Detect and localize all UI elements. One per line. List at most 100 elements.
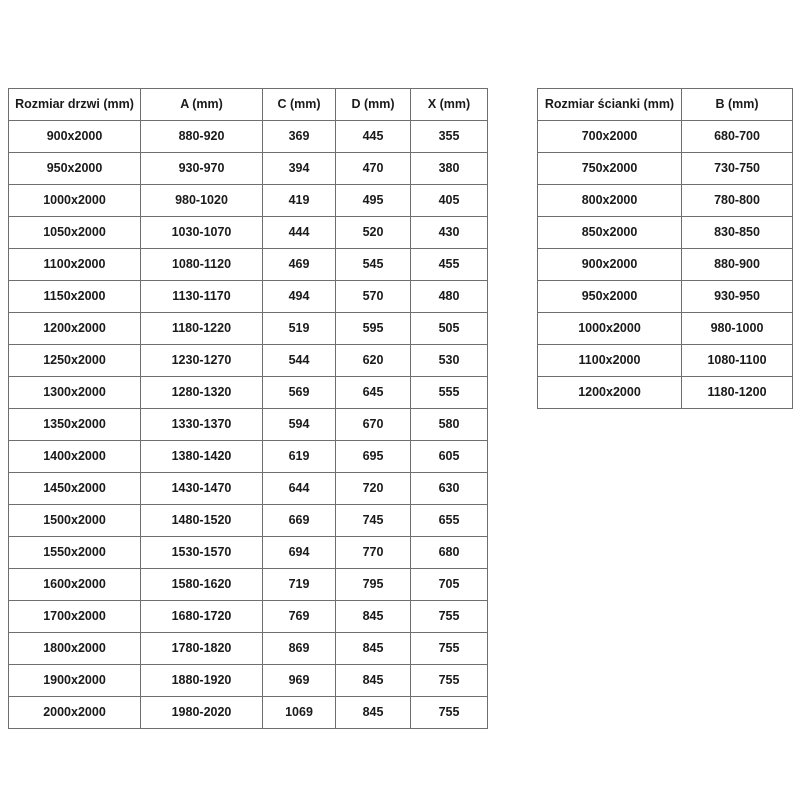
wall-size-cell: 800x2000 (537, 184, 682, 217)
door-value-cell: 355 (410, 120, 488, 153)
door-value-cell: 1180-1220 (140, 312, 263, 345)
door-value-cell: 745 (335, 504, 411, 537)
door-value-cell: 1980-2020 (140, 696, 263, 729)
door-value-cell: 1330-1370 (140, 408, 263, 441)
table-row: 1200x2000 1180-1220 519 595 505 (8, 312, 488, 345)
table-row: 1400x2000 1380-1420 619 695 605 (8, 440, 488, 473)
door-value-cell: 1580-1620 (140, 568, 263, 601)
door-value-cell: 845 (335, 632, 411, 665)
door-value-cell: 869 (262, 632, 336, 665)
door-value-cell: 669 (262, 504, 336, 537)
door-value-cell: 619 (262, 440, 336, 473)
wall-value-cell: 780-800 (681, 184, 793, 217)
door-size-cell: 1200x2000 (8, 312, 141, 345)
wall-column-header-1: B (mm) (681, 88, 793, 121)
door-value-cell: 1430-1470 (140, 472, 263, 505)
door-column-header-0: Rozmiar drzwi (mm) (8, 88, 141, 121)
door-size-cell: 1900x2000 (8, 664, 141, 697)
wall-value-cell: 830-850 (681, 216, 793, 249)
wall-size-cell: 900x2000 (537, 248, 682, 281)
door-value-cell: 845 (335, 664, 411, 697)
door-value-cell: 755 (410, 600, 488, 633)
door-value-cell: 755 (410, 632, 488, 665)
door-value-cell: 444 (262, 216, 336, 249)
wall-size-cell: 750x2000 (537, 152, 682, 185)
door-value-cell: 519 (262, 312, 336, 345)
door-value-cell: 795 (335, 568, 411, 601)
table-row: 1200x2000 1180-1200 (537, 376, 793, 409)
door-value-cell: 419 (262, 184, 336, 217)
door-value-cell: 655 (410, 504, 488, 537)
table-row: 1550x2000 1530-1570 694 770 680 (8, 536, 488, 569)
door-column-header-2: C (mm) (262, 88, 336, 121)
door-value-cell: 430 (410, 216, 488, 249)
wall-size-table: Rozmiar ścianki (mm) B (mm) 700x2000 680-7… (537, 88, 793, 409)
door-value-cell: 545 (335, 248, 411, 281)
table-row: 1350x2000 1330-1370 594 670 580 (8, 408, 488, 441)
table-row: 750x2000 730-750 (537, 152, 793, 185)
wall-value-cell: 730-750 (681, 152, 793, 185)
door-value-cell: 1380-1420 (140, 440, 263, 473)
table-row: 950x2000 930-950 (537, 280, 793, 313)
door-size-cell: 1000x2000 (8, 184, 141, 217)
wall-size-cell: 950x2000 (537, 280, 682, 313)
door-value-cell: 769 (262, 600, 336, 633)
door-value-cell: 719 (262, 568, 336, 601)
door-value-cell: 644 (262, 472, 336, 505)
door-size-cell: 2000x2000 (8, 696, 141, 729)
door-size-cell: 1100x2000 (8, 248, 141, 281)
door-size-cell: 950x2000 (8, 152, 141, 185)
table-row: 1300x2000 1280-1320 569 645 555 (8, 376, 488, 409)
door-value-cell: 1130-1170 (140, 280, 263, 313)
door-value-cell: 469 (262, 248, 336, 281)
door-value-cell: 494 (262, 280, 336, 313)
wall-column-header-0: Rozmiar ścianki (mm) (537, 88, 682, 121)
wall-size-cell: 1200x2000 (537, 376, 682, 409)
door-size-cell: 1450x2000 (8, 472, 141, 505)
table-row: 1100x2000 1080-1120 469 545 455 (8, 248, 488, 281)
door-value-cell: 980-1020 (140, 184, 263, 217)
door-value-cell: 1230-1270 (140, 344, 263, 377)
door-value-cell: 845 (335, 696, 411, 729)
door-value-cell: 569 (262, 376, 336, 409)
door-value-cell: 594 (262, 408, 336, 441)
door-value-cell: 670 (335, 408, 411, 441)
door-value-cell: 544 (262, 344, 336, 377)
table-row: 1050x2000 1030-1070 444 520 430 (8, 216, 488, 249)
door-size-cell: 1550x2000 (8, 536, 141, 569)
door-value-cell: 645 (335, 376, 411, 409)
door-size-cell: 1350x2000 (8, 408, 141, 441)
table-row: 1900x2000 1880-1920 969 845 755 (8, 664, 488, 697)
door-value-cell: 680 (410, 536, 488, 569)
door-value-cell: 755 (410, 664, 488, 697)
door-value-cell: 694 (262, 536, 336, 569)
door-value-cell: 530 (410, 344, 488, 377)
door-value-cell: 455 (410, 248, 488, 281)
door-value-cell: 1030-1070 (140, 216, 263, 249)
door-size-cell: 1400x2000 (8, 440, 141, 473)
door-value-cell: 505 (410, 312, 488, 345)
wall-value-cell: 930-950 (681, 280, 793, 313)
table-header-row: Rozmiar ścianki (mm) B (mm) (537, 88, 793, 121)
door-value-cell: 605 (410, 440, 488, 473)
wall-size-table-body: 700x2000 680-700 750x2000 730-750 800x2000 78… (537, 120, 793, 409)
table-row: 950x2000 930-970 394 470 380 (8, 152, 488, 185)
table-row: 700x2000 680-700 (537, 120, 793, 153)
table-header-row: Rozmiar drzwi (mm) A (mm) C (mm) D (mm) X (m… (8, 88, 488, 121)
table-row: 800x2000 780-800 (537, 184, 793, 217)
wall-size-cell: 850x2000 (537, 216, 682, 249)
door-value-cell: 1080-1120 (140, 248, 263, 281)
door-value-cell: 695 (335, 440, 411, 473)
wall-size-cell: 1100x2000 (537, 344, 682, 377)
door-value-cell: 1680-1720 (140, 600, 263, 633)
door-value-cell: 1280-1320 (140, 376, 263, 409)
door-value-cell: 770 (335, 536, 411, 569)
wall-value-cell: 880-900 (681, 248, 793, 281)
door-size-cell: 1700x2000 (8, 600, 141, 633)
table-row: 1800x2000 1780-1820 869 845 755 (8, 632, 488, 665)
door-size-cell: 1800x2000 (8, 632, 141, 665)
door-value-cell: 845 (335, 600, 411, 633)
door-value-cell: 405 (410, 184, 488, 217)
door-value-cell: 495 (335, 184, 411, 217)
